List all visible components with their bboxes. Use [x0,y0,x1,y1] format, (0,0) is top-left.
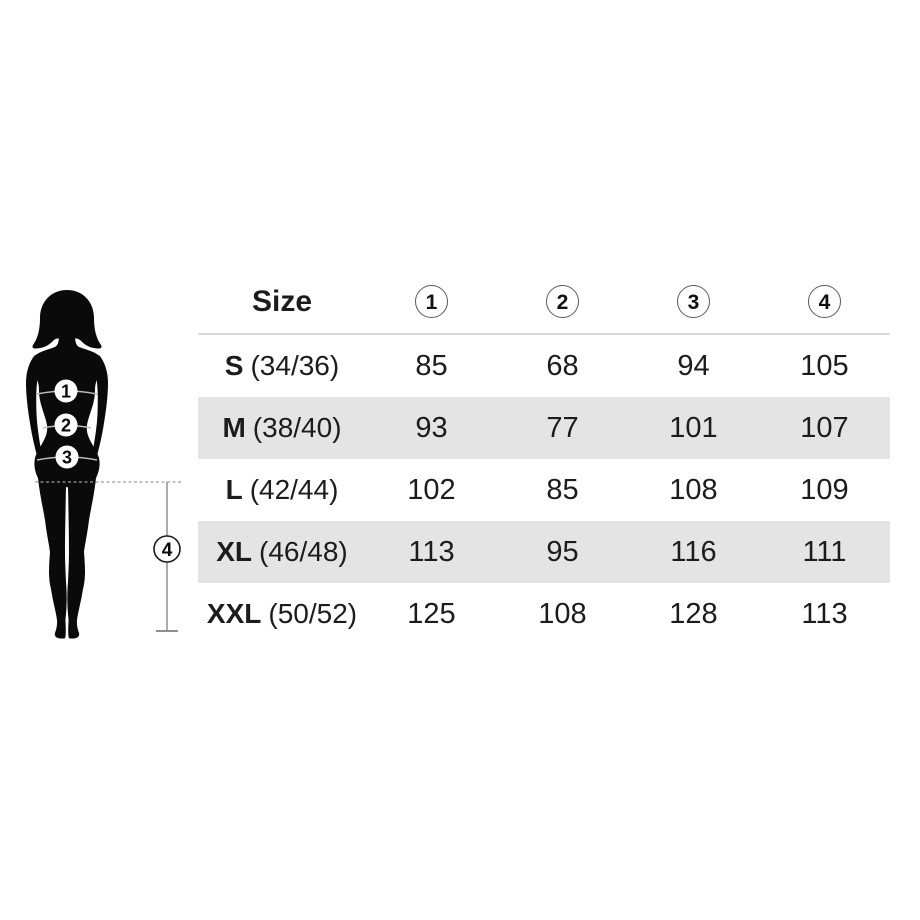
value-cell: 111 [802,535,847,568]
value-cell: 108 [669,473,718,506]
value-cell: 95 [546,535,579,568]
size-code: XL [216,536,253,567]
marker-4: 4 [153,535,181,563]
table-row-xxl: XXL (50/52) 125 108 128 113 [198,583,890,645]
size-cell: S (34/36) [198,352,366,380]
size-table: Size 1 2 3 4 S (34/36) 85 68 94 105 [198,270,890,645]
value-cell: 68 [546,349,579,382]
marker-2: 2 [54,413,78,437]
size-range: (46/48) [259,536,348,567]
value-cell: 77 [546,411,579,444]
value-cell: 113 [801,597,848,630]
size-range: (50/52) [268,598,358,629]
female-silhouette-icon [26,290,108,639]
table-row-m: M (38/40) 93 77 101 107 [198,397,890,459]
value-cell: 94 [677,349,710,382]
size-cell: XL (46/48) [198,538,366,566]
circled-4-icon: 4 [808,285,841,318]
marker-4-number: 4 [162,540,173,561]
value-cell: 108 [538,597,587,630]
value-cell: 116 [670,535,717,568]
size-range: (38/40) [252,412,342,443]
value-cell: 93 [415,411,448,444]
size-column-header: Size [251,284,313,318]
value-cell: 107 [800,411,849,444]
measure-column-header-2: 2 [497,285,628,318]
marker-3-number: 3 [62,448,72,468]
circled-1-icon: 1 [415,285,448,318]
value-cell: 105 [800,349,849,382]
value-cell: 85 [546,473,579,506]
measure-column-header-4: 4 [759,285,890,318]
value-cell: 102 [407,473,456,506]
marker-3: 3 [55,445,79,469]
table-row-xl: XL (46/48) 113 95 116 111 [198,521,890,583]
size-cell: L (42/44) [198,476,366,504]
size-cell: M (38/40) [198,414,366,442]
size-code: S [224,350,244,381]
size-range: (34/36) [250,350,340,381]
marker-1: 1 [54,379,78,403]
measure-column-header-3: 3 [628,285,759,318]
value-cell: 109 [800,473,849,506]
size-code: XXL [206,598,262,629]
circled-2-icon: 2 [546,285,579,318]
body-measurement-diagram: 1 2 3 4 [26,290,183,639]
size-code: M [222,412,246,443]
value-cell: 125 [407,597,456,630]
circled-3-icon: 3 [677,285,710,318]
marker-2-number: 2 [61,416,71,436]
size-code: L [225,474,243,505]
measure-column-header-1: 1 [366,285,497,318]
value-cell: 113 [408,535,455,568]
value-cell: 85 [415,349,448,382]
value-cell: 101 [669,411,718,444]
table-row-s: S (34/36) 85 68 94 105 [198,335,890,397]
value-cell: 128 [669,597,718,630]
size-range: (42/44) [249,474,339,505]
table-header-row: Size 1 2 3 4 [198,270,890,335]
marker-1-number: 1 [61,382,71,402]
size-cell: XXL (50/52) [198,600,366,628]
table-row-l: L (42/44) 102 85 108 109 [198,459,890,521]
